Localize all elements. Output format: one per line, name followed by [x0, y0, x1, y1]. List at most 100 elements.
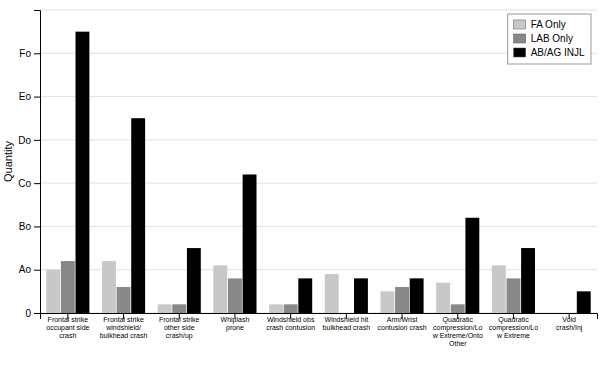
bars	[46, 32, 590, 313]
x-tick-label: Windshield obscrash contusion	[266, 316, 315, 331]
bar	[325, 274, 339, 313]
bar	[61, 261, 75, 313]
grid-line	[40, 269, 597, 270]
x-tick: Windshield hitbulkhead crash	[323, 313, 371, 331]
y-axis: 0 Ao Bo Co Do Eo Fo	[18, 11, 40, 319]
bar	[381, 291, 395, 313]
bar-series	[46, 261, 505, 313]
x-tick-label: Voidcrash/Inj	[556, 316, 583, 332]
x-tick-label-line: other side	[164, 324, 195, 331]
bar	[243, 174, 257, 313]
legend-label: FA Only	[531, 19, 566, 30]
y-tick: Bo	[19, 221, 40, 232]
x-tick-label-line: Other	[449, 340, 467, 347]
legend-label: AB/AG INJL	[531, 47, 585, 58]
chart: 0AoBoCoDoEoFoFrontal strikeoccupant side…	[0, 0, 603, 365]
x-tick: Quadraticcompression/Low Extreme/OntoOth…	[432, 313, 483, 347]
bar	[187, 248, 201, 313]
x-tick-label-line: bulkhead crash	[100, 332, 148, 339]
x-tick: Frontal strikewindshield/bulkhead crash	[100, 313, 148, 339]
bar	[284, 304, 298, 313]
x-tick-label-line: occupant side	[46, 324, 89, 332]
y-tick-mark	[34, 140, 40, 141]
bar	[521, 248, 535, 313]
x-tick-label: Frontal strikeoccupant sidecrash	[46, 316, 89, 339]
y-tick-mark	[34, 97, 40, 98]
y-tick: Co	[18, 178, 40, 189]
x-tick-label-line: Quadratic	[498, 316, 529, 324]
bar	[548, 313, 562, 314]
bar	[507, 278, 521, 313]
x-tick-label-line: w Extreme	[496, 332, 530, 339]
x-tick: Frontal strikeoccupant sidecrash	[46, 313, 89, 339]
legend-label: LAB Only	[531, 33, 573, 44]
legend-swatch	[514, 20, 526, 29]
legend-item: LAB Only	[514, 33, 573, 44]
grid-line	[40, 226, 597, 227]
x-tick-label: Quadraticcompression/Low Extreme	[489, 316, 539, 339]
plot: 0AoBoCoDoEoFoFrontal strikeoccupant side…	[18, 10, 597, 347]
bar	[339, 313, 353, 314]
legend-swatch	[514, 48, 526, 57]
x-tick-label-line: Windshield obs	[267, 316, 315, 323]
bar	[102, 261, 116, 313]
bar	[76, 32, 90, 313]
legend: FA Only LAB Only AB/AG INJL	[508, 14, 591, 64]
x-tick-label-line: Frontal strike	[103, 316, 144, 323]
x-tick: Quadraticcompression/Low Extreme	[489, 313, 539, 339]
grid-line	[40, 10, 597, 11]
y-tick-label: Bo	[19, 221, 32, 232]
y-tick-mark	[34, 183, 40, 184]
x-tick-label: Windshield hitbulkhead crash	[323, 316, 371, 331]
legend-swatch	[514, 34, 526, 43]
y-tick-label: Ao	[19, 264, 32, 275]
x-tick-label-line: contusion crash	[378, 324, 427, 331]
x-tick-label-line: Frontal strike	[48, 316, 89, 323]
x-tick-label-line: w Extreme/Onto	[432, 332, 483, 339]
y-tick: Fo	[19, 48, 40, 59]
bar	[298, 278, 312, 313]
x-tick-label-line: compression/Lo	[489, 324, 539, 332]
y-tick: Do	[18, 135, 40, 146]
x-tick-label-line: bulkhead crash	[323, 324, 371, 331]
bar	[172, 304, 186, 313]
x-tick-label-line: prone	[226, 324, 244, 332]
x-tick-label-line: Quadratic	[443, 316, 474, 324]
x-tick-label-line: Void	[562, 316, 576, 323]
bar	[354, 278, 368, 313]
y-tick	[34, 10, 40, 11]
x-tick-label-line: crash/Inj	[556, 324, 583, 332]
y-tick-mark	[34, 53, 40, 54]
bar-series	[76, 32, 591, 313]
bar	[269, 304, 283, 313]
grid-line	[40, 96, 597, 97]
x-tick-label-line: Arm/Wrist	[387, 316, 418, 323]
x-tick: Whiplashprone	[221, 313, 250, 332]
x-tick-label: Frontal strikeother sidecrash/up	[159, 316, 200, 340]
x-tick: Voidcrash/Inj	[556, 313, 583, 332]
grid-line	[40, 139, 597, 140]
legend-box	[508, 14, 591, 64]
bar	[131, 118, 145, 313]
y-tick-label: 0	[25, 308, 31, 319]
bar	[436, 283, 450, 313]
bar	[46, 270, 60, 313]
bar	[451, 304, 465, 313]
x-tick-label-line: compression/Lo	[433, 324, 483, 332]
bar	[228, 278, 242, 313]
bar	[410, 278, 424, 313]
y-tick: Eo	[19, 91, 40, 102]
bar	[562, 313, 576, 314]
bar	[577, 291, 591, 313]
y-axis-title: Quantity	[2, 141, 14, 182]
grid	[40, 10, 597, 313]
legend-item: FA Only	[514, 19, 566, 30]
x-tick-label-line: crash/up	[166, 332, 193, 340]
bar	[395, 287, 409, 313]
y-tick-mark	[34, 226, 40, 227]
bar	[158, 304, 172, 313]
x-axis: Frontal strikeoccupant sidecrashFrontal …	[41, 313, 598, 347]
legend-item: AB/AG INJL	[514, 47, 585, 58]
bar	[465, 218, 479, 313]
x-tick-label: Quadraticcompression/Low Extreme/OntoOth…	[432, 316, 483, 347]
